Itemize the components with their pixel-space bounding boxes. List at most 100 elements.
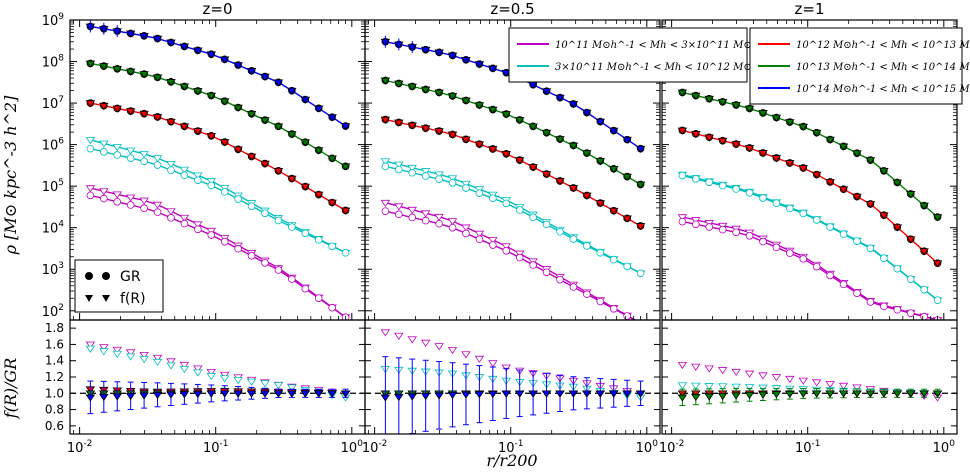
- fr-marker: [622, 136, 632, 144]
- gr-marker: [705, 223, 714, 231]
- fr-marker: [112, 191, 122, 199]
- ratio-marker: [595, 390, 606, 398]
- ratio-marker: [879, 390, 889, 398]
- fr-marker: [677, 89, 688, 97]
- fr-marker: [595, 118, 606, 126]
- ratio-marker: [568, 390, 579, 398]
- fr-marker: [771, 114, 782, 122]
- legend-low-mass: 10^11 M⊙h^-1 < Mh < 3×10^11 M⊙h^-1 3×10^1…: [508, 27, 776, 83]
- gr-profile-line-m13: [682, 91, 939, 218]
- ratio-marker: [758, 372, 768, 380]
- gr-marker: [596, 297, 605, 306]
- gr-marker: [745, 189, 754, 197]
- fr-marker: [501, 151, 512, 159]
- ratio-marker: [852, 390, 862, 398]
- fr-marker: [447, 52, 458, 60]
- y-tick-label: 108: [42, 54, 65, 71]
- ratio-marker: [447, 346, 458, 355]
- gr-marker: [853, 289, 861, 297]
- fr-marker: [501, 69, 512, 77]
- x-tick-label: 100: [933, 439, 956, 456]
- fr-marker: [260, 117, 270, 125]
- fr-marker: [206, 178, 217, 186]
- fr-marker: [798, 165, 809, 173]
- fr-marker: [691, 131, 701, 139]
- ratio-marker: [744, 392, 755, 400]
- ratio-marker: [691, 382, 701, 390]
- ratio-marker: [865, 390, 876, 398]
- ratio-marker: [691, 363, 701, 371]
- fr-marker: [206, 51, 217, 59]
- fr-marker: [892, 224, 903, 232]
- fr-marker: [380, 77, 391, 85]
- ratio-marker: [838, 382, 849, 390]
- gr-marker: [692, 175, 700, 183]
- fr-marker: [300, 183, 311, 191]
- fr-marker: [99, 63, 109, 71]
- fr-marker: [447, 131, 458, 139]
- fr-marker: [193, 128, 203, 136]
- ratio-marker: [112, 346, 122, 354]
- gr-marker: [678, 217, 687, 226]
- ratio-marker: [206, 368, 217, 377]
- gr-marker: [194, 225, 202, 234]
- gr-marker: [636, 269, 645, 278]
- panel-2: z=1 10-2 10-1 100: [659, 0, 958, 456]
- ratio-marker: [811, 379, 822, 387]
- gr-marker: [489, 241, 497, 249]
- fr-marker: [233, 146, 243, 154]
- ratio-marker: [327, 390, 337, 398]
- fr-marker: [166, 208, 176, 216]
- fr-marker: [166, 79, 176, 87]
- legend-fr-marker: [102, 295, 110, 302]
- legend-frame: [508, 27, 748, 83]
- fr-marker: [313, 147, 324, 155]
- fr-marker: [139, 197, 149, 205]
- ratio-marker: [785, 390, 795, 399]
- fr-marker: [691, 92, 701, 100]
- gr-marker: [542, 268, 551, 277]
- x-tick-label: 10-2: [67, 439, 93, 456]
- ratio-marker: [731, 368, 741, 377]
- fr-marker: [85, 60, 96, 68]
- gr-marker: [153, 161, 162, 169]
- ratio-marker: [488, 360, 498, 368]
- fr-marker: [327, 199, 337, 207]
- gr-marker: [247, 252, 256, 260]
- ratio-marker: [798, 390, 809, 398]
- gr-marker: [113, 151, 122, 159]
- gr-profile-line-m12: [682, 129, 939, 264]
- ratio-marker: [125, 393, 136, 401]
- gr-marker: [583, 242, 591, 250]
- ratio-marker: [85, 394, 96, 402]
- fr-marker: [152, 74, 163, 82]
- fr-marker: [744, 105, 755, 113]
- ratio-marker: [152, 358, 163, 367]
- gr-marker: [732, 185, 740, 193]
- gr-marker: [556, 275, 564, 284]
- gr-marker: [140, 204, 148, 212]
- y-axis-label-top: ρ [M⊙ kpc^-3 h^2]: [1, 95, 20, 255]
- gr-marker: [772, 199, 781, 207]
- panel-1: z=0.5 10-2 10-1 100: [362, 0, 661, 456]
- y-ratio-tick-label: 1.0: [45, 386, 64, 400]
- ratio-marker: [635, 390, 646, 398]
- ratio-marker: [434, 343, 444, 351]
- ratio-series: [70, 341, 365, 415]
- ratio-marker: [677, 361, 688, 370]
- ratio-marker: [139, 352, 149, 360]
- fr-marker: [300, 139, 311, 147]
- ratio-marker: [461, 391, 471, 399]
- fr-marker: [287, 175, 297, 183]
- gr-marker: [893, 264, 902, 273]
- fr-marker: [246, 153, 257, 161]
- fr-marker: [717, 98, 728, 107]
- fr-marker: [731, 102, 741, 110]
- gr-marker: [247, 202, 256, 210]
- fr-marker: [112, 65, 122, 74]
- y-tick-label: 106: [42, 137, 65, 154]
- fr-marker: [327, 155, 337, 163]
- y-ratio-tick-label: 0.8: [45, 403, 64, 417]
- ratio-marker: [474, 391, 485, 399]
- gr-marker: [341, 248, 350, 257]
